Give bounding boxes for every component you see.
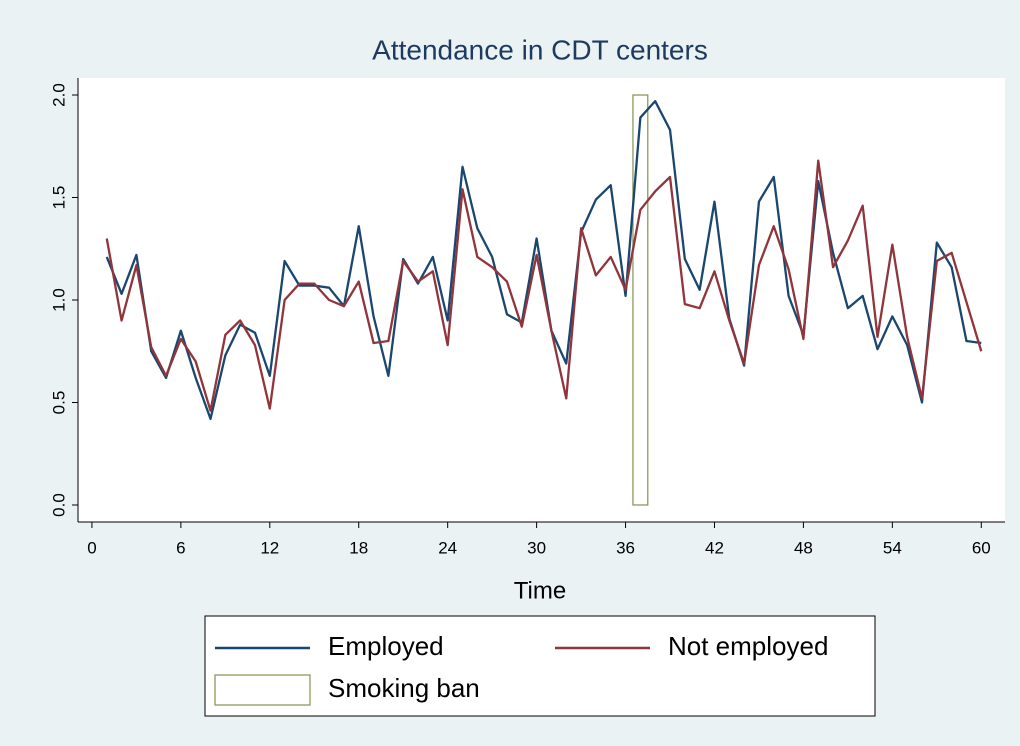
band	[632, 94, 649, 506]
series-line	[105, 159, 983, 412]
x-tick-label: 42	[705, 538, 724, 557]
y-tick-label: 1.5	[49, 186, 68, 210]
y-tick-label: 2.0	[49, 83, 68, 107]
legend-label: Not employed	[668, 631, 828, 661]
y-tick-label: 0.0	[49, 493, 68, 517]
x-axis-label: Time	[514, 577, 566, 604]
legend-swatch	[214, 674, 311, 706]
x-tick-label: 24	[438, 538, 457, 557]
legend-label: Employed	[328, 631, 444, 661]
y-tick-label: 0.5	[49, 391, 68, 415]
x-tick-label: 6	[176, 538, 185, 557]
legend-label: Smoking ban	[328, 673, 480, 703]
x-tick-label: 60	[972, 538, 991, 557]
x-tick-label: 54	[883, 538, 902, 557]
x-tick-label: 30	[527, 538, 546, 557]
x-tick-label: 12	[260, 538, 279, 557]
y-tick-label: 1.0	[49, 288, 68, 312]
legend-box	[204, 615, 876, 717]
x-tick-label: 0	[87, 538, 96, 557]
x-tick-label: 36	[616, 538, 635, 557]
chart-title: Attendance in CDT centers	[372, 34, 708, 65]
plot-area	[78, 78, 1005, 522]
x-tick-label: 48	[794, 538, 813, 557]
x-tick-label: 18	[349, 538, 368, 557]
